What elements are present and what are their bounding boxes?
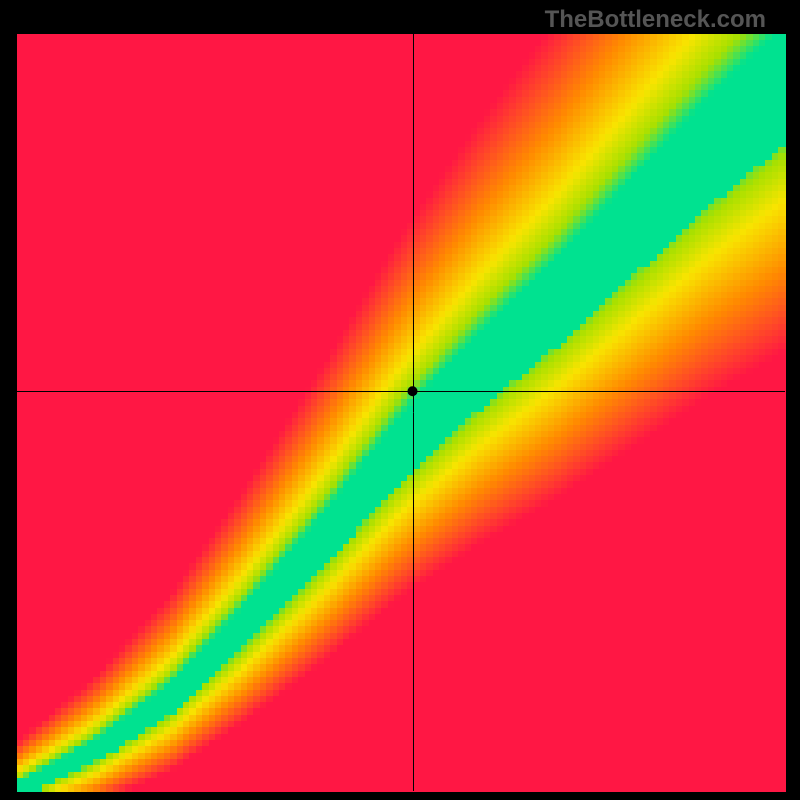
bottleneck-heatmap [0,0,800,800]
chart-container: TheBottleneck.com [0,0,800,800]
watermark-text: TheBottleneck.com [545,6,766,34]
